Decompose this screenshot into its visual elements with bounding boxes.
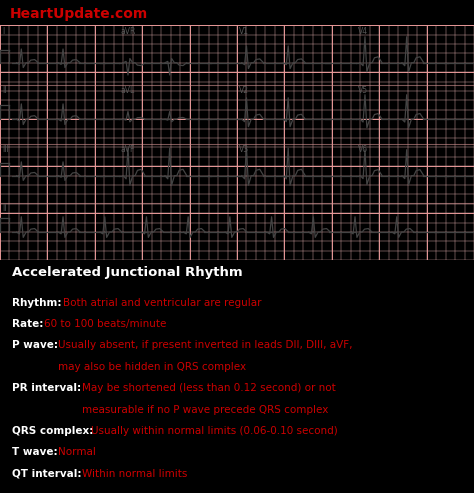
Text: V5: V5: [358, 86, 368, 95]
Text: Usually absent, if present inverted in leads DII, DIII, aVF,: Usually absent, if present inverted in l…: [58, 340, 353, 351]
Text: I: I: [2, 28, 5, 36]
Text: aVF: aVF: [121, 145, 135, 154]
Text: III: III: [2, 145, 9, 154]
Text: Rate:: Rate:: [12, 319, 43, 329]
Text: QT interval:: QT interval:: [12, 469, 82, 479]
Text: may also be hidden in QRS complex: may also be hidden in QRS complex: [58, 362, 246, 372]
Text: Both atrial and ventricular are regular: Both atrial and ventricular are regular: [63, 298, 262, 308]
Text: II: II: [2, 204, 7, 213]
Text: Usually within normal limits (0.06-0.10 second): Usually within normal limits (0.06-0.10 …: [91, 426, 338, 436]
Text: V4: V4: [358, 28, 368, 36]
Text: II: II: [2, 86, 7, 95]
Text: Accelerated Junctional Rhythm: Accelerated Junctional Rhythm: [12, 266, 243, 279]
Text: Rhythm:: Rhythm:: [12, 298, 61, 308]
Text: aVR: aVR: [121, 28, 136, 36]
Text: QRS complex:: QRS complex:: [12, 426, 93, 436]
Text: May be shortened (less than 0.12 second) or not: May be shortened (less than 0.12 second)…: [82, 383, 336, 393]
Text: Normal: Normal: [58, 447, 96, 458]
Text: V2: V2: [239, 86, 249, 95]
Text: V6: V6: [358, 145, 368, 154]
Text: P wave:: P wave:: [12, 340, 58, 351]
Text: V3: V3: [239, 145, 249, 154]
Text: Within normal limits: Within normal limits: [82, 469, 187, 479]
Text: aVL: aVL: [121, 86, 135, 95]
Text: 60 to 100 beats/minute: 60 to 100 beats/minute: [44, 319, 166, 329]
Text: T wave:: T wave:: [12, 447, 57, 458]
Text: PR interval:: PR interval:: [12, 383, 81, 393]
Text: V1: V1: [239, 28, 249, 36]
Text: measurable if no P wave precede QRS complex: measurable if no P wave precede QRS comp…: [82, 405, 328, 415]
Text: HeartUpdate.com: HeartUpdate.com: [9, 7, 148, 21]
